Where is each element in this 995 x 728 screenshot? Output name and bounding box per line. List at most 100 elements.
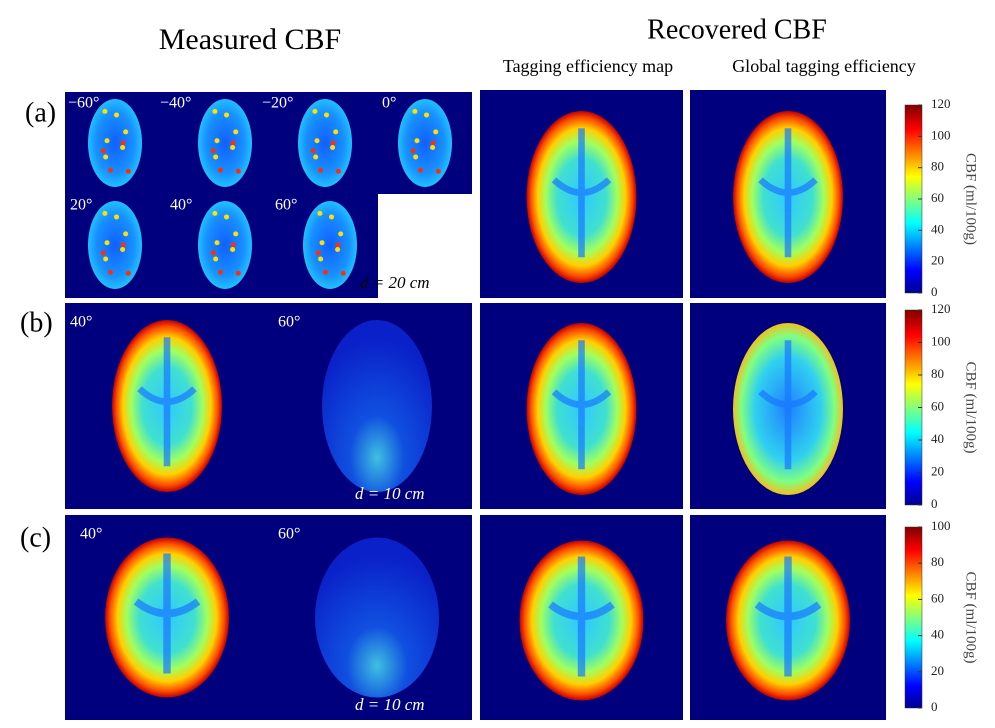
brain-structure (754, 556, 822, 677)
speckle (100, 250, 106, 256)
speckle (114, 214, 120, 220)
colorbar-tick-label: 120 (931, 96, 951, 111)
speckle (433, 129, 439, 135)
distance-label: d = 10 cm (355, 484, 425, 503)
colorbar-tick-label: 0 (931, 496, 938, 511)
angle-label: 20° (70, 197, 92, 214)
colorbar-tick-label: 80 (931, 366, 944, 381)
speckle (108, 167, 114, 173)
speckle (335, 247, 341, 253)
measured-title: Measured CBF (159, 23, 342, 56)
speckle (230, 247, 236, 253)
colorbar-tick-label: 20 (931, 253, 944, 268)
speckle (125, 270, 131, 276)
speckle (123, 129, 129, 135)
brain-structure (551, 128, 612, 258)
speckle (413, 154, 419, 160)
speckle (318, 167, 324, 173)
brain-map (298, 99, 352, 187)
colorbar-tick-label: 100 (931, 518, 951, 533)
colorbar-tick-label: 20 (931, 463, 944, 478)
speckle (233, 129, 239, 135)
colorbar-tick-label: 40 (931, 431, 944, 446)
speckle (233, 231, 239, 237)
brain-structure (758, 340, 818, 470)
speckle (315, 250, 321, 256)
speckle (323, 269, 329, 275)
brain-map (88, 99, 142, 187)
speckle (230, 140, 236, 146)
angle-label: 60° (275, 197, 297, 214)
speckle (114, 112, 120, 118)
row-label: (c) (20, 522, 51, 553)
angle-label: 60° (278, 314, 300, 331)
speckle (338, 231, 344, 237)
speckle (102, 210, 108, 216)
speckle (330, 145, 336, 151)
speckle (418, 167, 424, 173)
speckle (104, 240, 110, 246)
colorbar-tick-label: 80 (931, 554, 944, 569)
speckle (340, 270, 346, 276)
distance-label: d = 20 cm (360, 273, 430, 292)
speckle (414, 138, 420, 144)
speckle (103, 256, 109, 262)
row-label: (b) (20, 307, 53, 338)
speckle (310, 148, 316, 154)
speckle (210, 250, 216, 256)
method-label: Global tagging efficiency (732, 56, 916, 76)
colorbar-tick-label: 0 (931, 284, 938, 299)
speckle (335, 242, 341, 248)
speckle (330, 140, 336, 146)
speckle (123, 231, 129, 237)
speckle (410, 148, 416, 154)
brain-map (398, 99, 452, 187)
speckle (108, 269, 114, 275)
speckle (100, 148, 106, 154)
method-label: Tagging efficiency map (503, 56, 673, 76)
brain-structure (137, 337, 197, 467)
speckle (214, 240, 220, 246)
speckle (103, 154, 109, 160)
speckle (314, 138, 320, 144)
speckle (218, 167, 224, 173)
colorbar-label: CBF (ml/100g) (963, 361, 979, 453)
speckle (313, 154, 319, 160)
speckle (230, 242, 236, 248)
speckle (125, 168, 131, 174)
brain-structure (551, 340, 612, 470)
brain-map (88, 201, 142, 289)
speckle (317, 210, 323, 216)
speckle (120, 140, 126, 146)
angle-label: 40° (170, 197, 192, 214)
speckle (224, 112, 230, 118)
speckle (230, 145, 236, 151)
speckle (312, 108, 318, 114)
colorbar (904, 526, 923, 709)
speckle (120, 145, 126, 151)
speckle (235, 168, 241, 174)
colorbar-label: CBF (ml/100g) (963, 153, 979, 245)
speckle (212, 210, 218, 216)
speckle (430, 145, 436, 151)
speckle (214, 138, 220, 144)
angle-label: 0° (382, 95, 396, 112)
colorbar-tick-label: 40 (931, 627, 944, 642)
angle-label: −20° (262, 95, 293, 112)
colorbar-tick-label: 20 (931, 663, 944, 678)
colorbar-tick-label: 60 (931, 590, 944, 605)
colorbar-tick-label: 100 (931, 333, 951, 348)
colorbar-tick-label: 120 (931, 301, 951, 316)
speckle (430, 140, 436, 146)
brain-map (322, 320, 432, 492)
colorbar-tick-label: 40 (931, 221, 944, 236)
speckle (210, 148, 216, 154)
brain-structure (758, 128, 818, 258)
angle-label: 40° (70, 314, 92, 331)
speckle (120, 242, 126, 248)
distance-label: d = 10 cm (355, 695, 425, 714)
speckle (324, 112, 330, 118)
colorbar-tick-label: 60 (931, 398, 944, 413)
row-label: (a) (25, 97, 56, 128)
